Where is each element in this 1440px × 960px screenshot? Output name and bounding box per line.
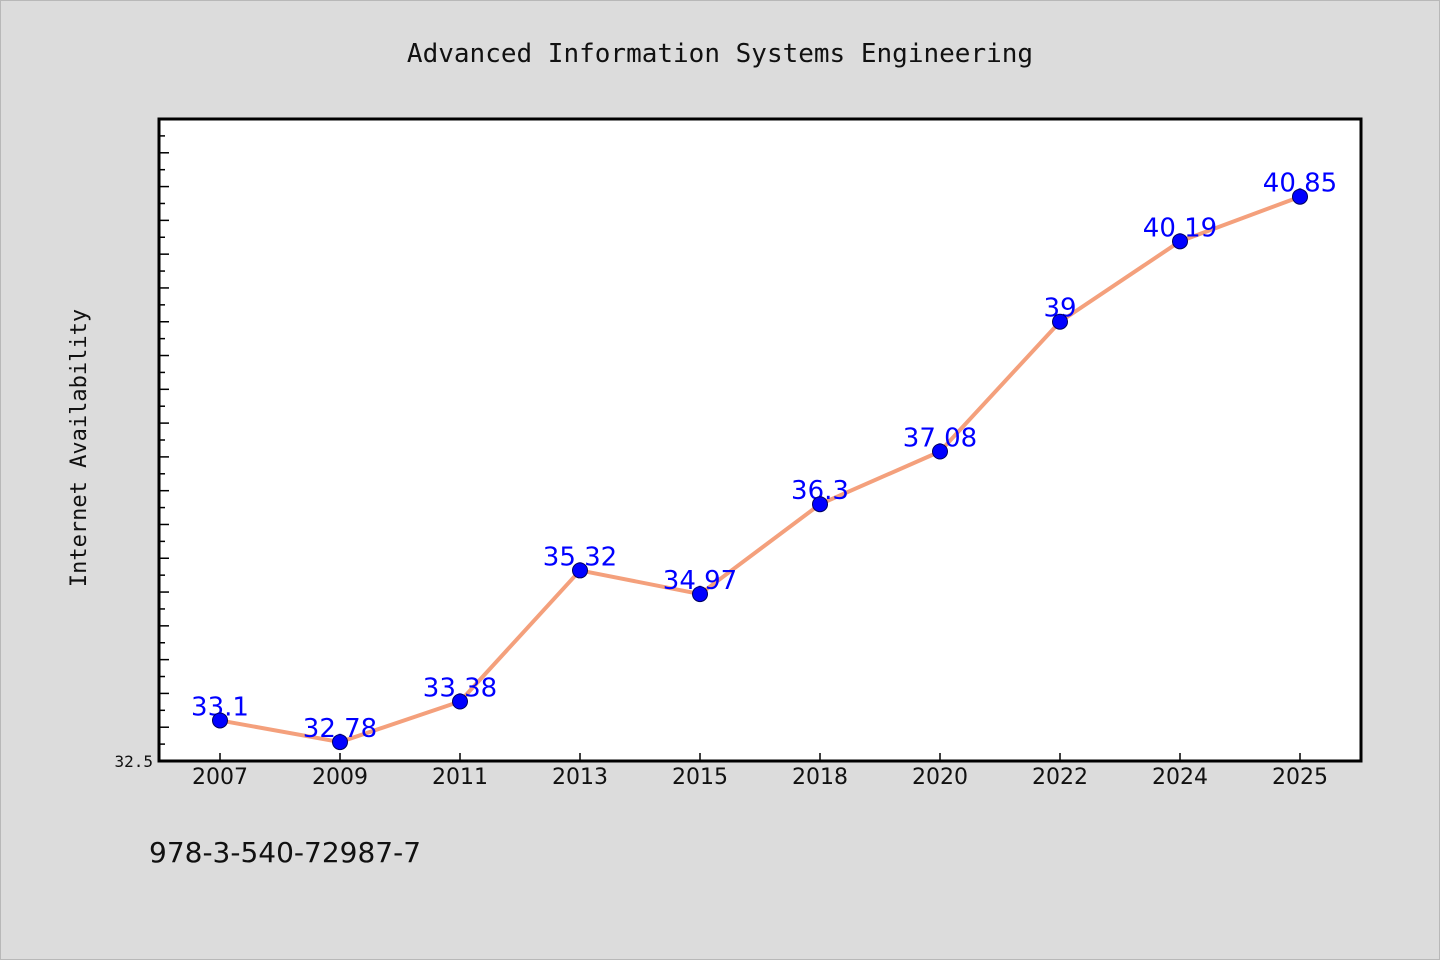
y-axis-tick-labels: 32.5 [114,752,153,771]
x-tick-label: 2015 [672,765,728,790]
data-point [1052,313,1068,330]
x-axis-tick-labels: 2007 2009 2011 2013 2015 2018 2020 2022 2024 2025 [192,765,1328,790]
y-axis-label: Internet Availability [67,309,92,587]
chart-title: Advanced Information Systems Engineering [407,39,1033,69]
data-point [1172,233,1188,250]
data-point [1292,188,1308,205]
x-axis-ticks [219,753,1301,761]
series-line [218,194,1302,745]
isbn-footer: 978-3-540-72987-7 [149,836,421,869]
plot-area [157,117,1363,763]
data-point [572,562,588,579]
y-tick-label: 32.5 [114,752,153,771]
data-point [332,734,348,751]
y-axis-ticks [159,118,169,762]
data-point [692,586,708,603]
series-lines [218,194,1302,745]
x-tick-label: 2025 [1272,765,1328,790]
x-tick-label: 2009 [312,765,368,790]
x-tick-label: 2022 [1032,765,1088,790]
x-tick-label: 2024 [1152,765,1208,790]
x-tick-label: 2011 [432,765,488,790]
data-point [812,496,828,513]
x-tick-label: 2018 [792,765,848,790]
data-point [212,712,228,729]
data-point [452,693,468,710]
data-points [212,188,1308,751]
x-tick-label: 2020 [912,765,968,790]
x-tick-label: 2013 [552,765,608,790]
data-point [932,443,948,460]
x-tick-label: 2007 [192,765,248,790]
